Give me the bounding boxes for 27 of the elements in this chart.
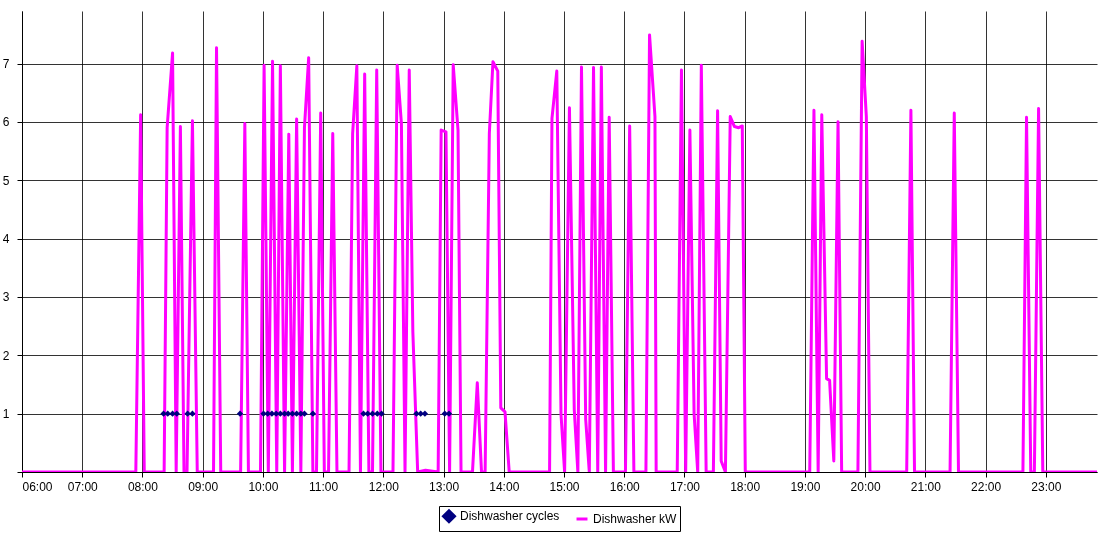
x-tick-label: 11:00 <box>309 479 339 494</box>
x-tick-label: 19:00 <box>790 479 821 494</box>
x-tick-label: 14:00 <box>489 479 520 494</box>
x-tick-label: 10:00 <box>248 479 279 494</box>
y-tick-label: 4 <box>2 232 10 247</box>
x-tick-label: 07:00 <box>67 479 99 494</box>
x-tick-label: 08:00 <box>127 479 159 494</box>
y-tick-label: 5 <box>2 173 10 188</box>
y-tick-label: 3 <box>2 290 10 305</box>
x-tick-label: 15:00 <box>549 479 580 494</box>
x-tick-label: 13:00 <box>429 479 460 494</box>
x-tick-label: 22:00 <box>971 479 1002 494</box>
x-tick-label: 21:00 <box>910 479 942 494</box>
x-tick-label: 12:00 <box>368 479 400 494</box>
x-tick-label: 18:00 <box>730 479 761 494</box>
y-tick-label: 1 <box>2 407 10 422</box>
x-tick-label: 16:00 <box>609 479 641 494</box>
x-tick-label: 09:00 <box>188 479 219 494</box>
y-tick-label: 6 <box>2 115 10 130</box>
x-tick-label: 06:00 <box>22 479 53 494</box>
x-tick-label: 23:00 <box>1031 479 1062 494</box>
x-tick-label: 20:00 <box>850 479 881 494</box>
legend-label: Dishwasher cycles <box>460 509 560 524</box>
y-tick-label: 2 <box>2 348 10 363</box>
y-tick-label: 7 <box>2 57 10 72</box>
x-tick-label: 17:00 <box>669 479 701 494</box>
legend-label: Dishwasher kW <box>593 512 678 526</box>
